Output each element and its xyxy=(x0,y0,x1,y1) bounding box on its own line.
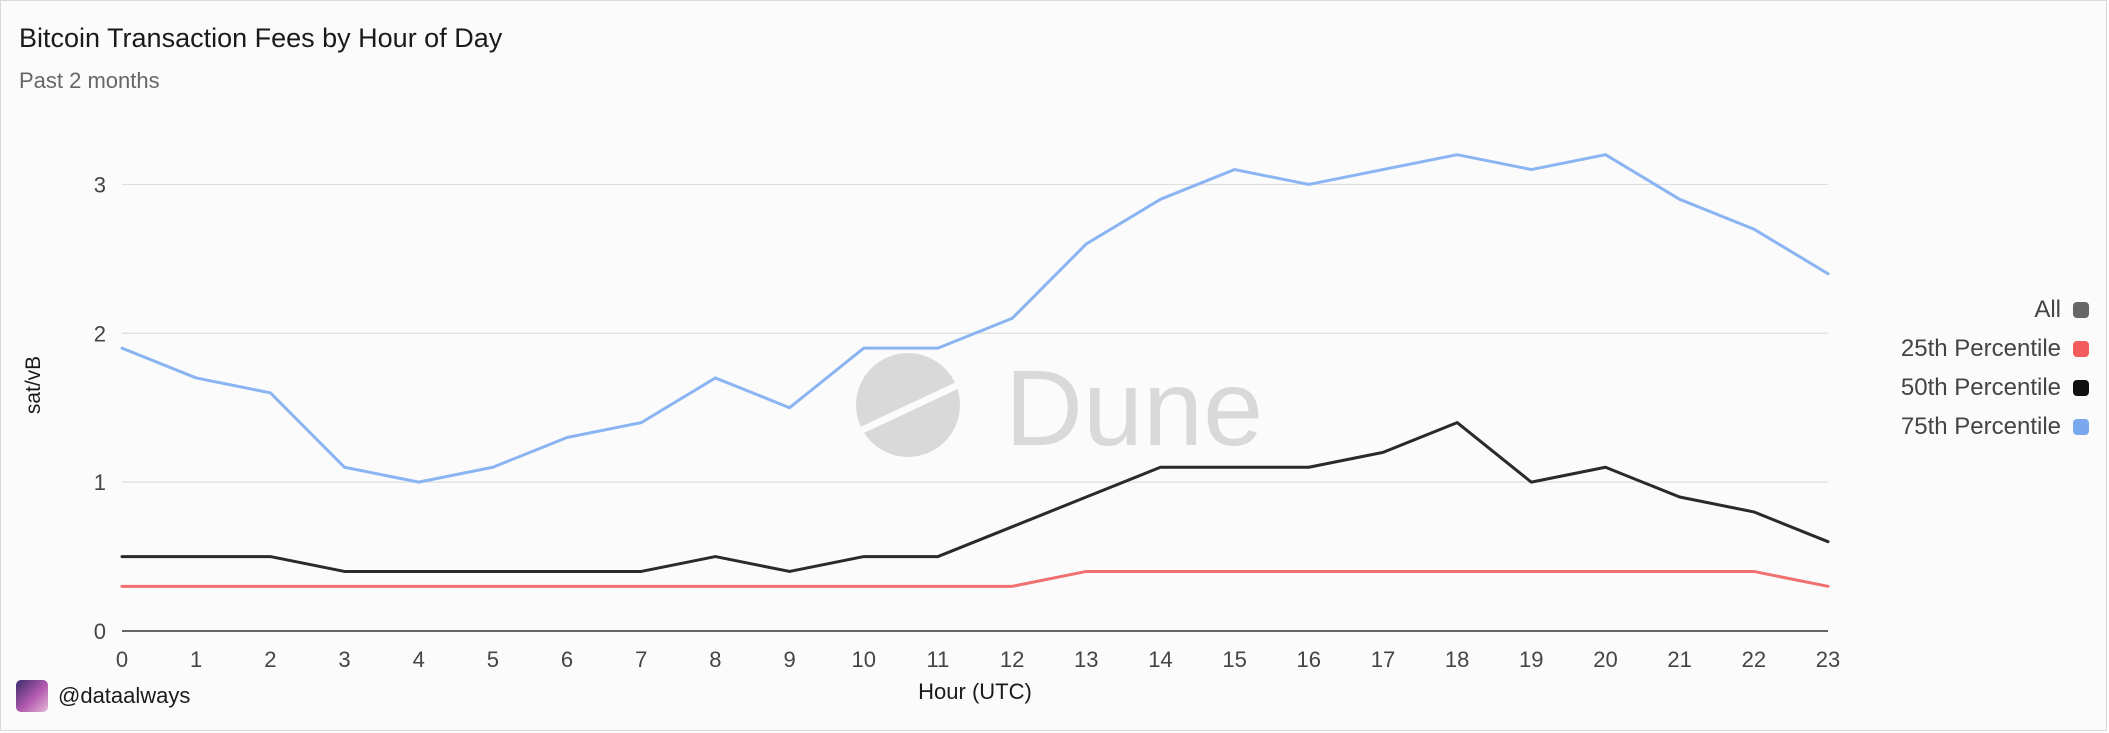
x-axis-ticks: 0 1 2 3 4 5 6 7 8 9 10 11 12 13 14 15 16 17 18 19 20 21 22 23 xyxy=(116,647,1840,672)
x-tick-label: 4 xyxy=(413,647,425,672)
x-tick-label: 7 xyxy=(635,647,647,672)
x-tick-label: 13 xyxy=(1074,647,1098,672)
legend-swatch xyxy=(2073,340,2089,357)
x-tick-label: 5 xyxy=(487,647,499,672)
gridlines xyxy=(122,183,1828,632)
x-tick-label: 15 xyxy=(1222,647,1246,672)
x-tick-label: 0 xyxy=(116,647,128,672)
series-lines xyxy=(120,153,1830,588)
y-axis-label: sat/vB xyxy=(22,356,45,414)
avatar-icon xyxy=(16,680,48,712)
chart-subtitle: Past 2 months xyxy=(19,68,160,93)
y-tick-label: 2 xyxy=(94,321,106,346)
y-axis-ticks: 0 1 2 3 xyxy=(94,172,106,644)
author-credit: @dataalways xyxy=(16,680,190,712)
legend-label: 75th Percentile xyxy=(1900,412,2061,440)
legend-label: All xyxy=(2034,295,2061,323)
legend-label: 50th Percentile xyxy=(1900,373,2061,401)
x-tick-label: 19 xyxy=(1519,647,1543,672)
legend-item-all[interactable]: All xyxy=(1901,290,2089,329)
x-tick-label: 20 xyxy=(1593,647,1617,672)
dune-watermark: Dune xyxy=(856,347,1263,468)
dune-logo-icon xyxy=(856,353,960,457)
x-tick-label: 21 xyxy=(1667,647,1691,672)
author-handle: @dataalways xyxy=(58,683,191,708)
x-tick-label: 8 xyxy=(709,647,721,672)
legend-swatch xyxy=(2073,418,2089,435)
x-tick-label: 17 xyxy=(1371,647,1395,672)
series-line-50th-percentile xyxy=(120,421,1830,573)
x-tick-label: 16 xyxy=(1297,647,1321,672)
x-tick-label: 9 xyxy=(783,647,795,672)
x-tick-label: 22 xyxy=(1742,647,1766,672)
legend-item-50th-percentile[interactable]: 50th Percentile xyxy=(1901,368,2089,407)
x-tick-label: 23 xyxy=(1816,647,1840,672)
x-tick-label: 18 xyxy=(1445,647,1469,672)
y-tick-label: 3 xyxy=(94,172,106,197)
x-tick-label: 2 xyxy=(264,647,276,672)
x-tick-label: 14 xyxy=(1148,647,1172,672)
x-tick-label: 11 xyxy=(926,647,949,672)
y-tick-label: 0 xyxy=(94,619,106,644)
legend-label: 25th Percentile xyxy=(1900,334,2061,362)
legend-item-75th-percentile[interactable]: 75th Percentile xyxy=(1901,407,2089,446)
series-line-75th-percentile xyxy=(120,153,1830,484)
x-tick-label: 3 xyxy=(338,647,350,672)
x-tick-label: 10 xyxy=(851,647,875,672)
y-tick-label: 1 xyxy=(94,470,106,495)
legend-swatch xyxy=(2073,379,2089,396)
series-line-25th-percentile xyxy=(120,569,1830,588)
chart-legend: All 25th Percentile 50th Percentile 75th Pe… xyxy=(1901,290,2089,446)
x-tick-label: 6 xyxy=(561,647,573,672)
legend-item-25th-percentile[interactable]: 25th Percentile xyxy=(1901,329,2089,368)
x-axis-label: Hour (UTC) xyxy=(918,679,1032,704)
watermark-text: Dune xyxy=(1005,347,1263,468)
x-tick-label: 1 xyxy=(190,647,202,672)
chart-title: Bitcoin Transaction Fees by Hour of Day xyxy=(19,23,503,53)
legend-swatch xyxy=(2073,301,2089,318)
x-tick-label: 12 xyxy=(1000,647,1024,672)
